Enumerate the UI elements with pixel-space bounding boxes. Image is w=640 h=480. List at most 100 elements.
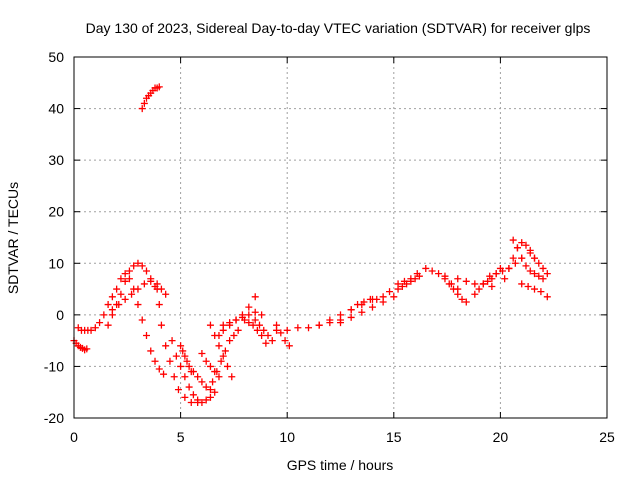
series-arc6 [153,285,202,407]
series-arc2 [74,293,116,334]
data-point [354,301,362,309]
data-point [142,331,150,339]
data-point [543,270,551,278]
data-point [262,339,270,347]
y-tick-label: 20 [48,204,64,220]
data-point [221,347,229,355]
data-point [147,347,155,355]
data-point [121,270,129,278]
data-point [108,306,116,314]
x-tick-label: 15 [386,429,402,445]
data-point [435,270,443,278]
series-arc25 [422,264,462,293]
series-arc32 [526,249,551,278]
data-point [390,293,398,301]
data-point [400,277,408,285]
data-point [522,262,530,270]
y-tick-label: 50 [48,49,64,65]
data-point [181,373,189,381]
data-point [91,324,99,332]
data-point [513,244,521,252]
data-point [140,99,148,107]
data-point [215,331,223,339]
series-arc5 [108,277,170,314]
data-point [531,270,539,278]
data-point [255,321,263,329]
series-arc4 [113,270,168,378]
data-point [294,324,302,332]
data-point [347,313,355,321]
data-point [543,293,551,301]
data-point [337,319,344,327]
y-tick-labels: -20 -10 0 10 20 30 40 50 [44,49,64,426]
data-point [535,259,543,267]
data-point [194,373,202,381]
data-point [125,275,133,283]
series-arc7 [138,83,163,113]
data-point [501,275,509,283]
data-point [202,396,210,404]
data-point [258,331,266,339]
data-point [140,280,148,288]
data-point [217,357,225,365]
data-point [454,275,462,283]
series-arc10 [189,368,219,396]
data-point [273,326,281,334]
data-point [134,259,142,267]
series-arc8 [168,337,214,407]
data-point [347,306,355,314]
x-tick-label: 5 [177,429,185,445]
data-point [511,259,519,267]
data-point [531,285,539,293]
data-point [104,321,112,329]
data-point [155,365,163,373]
series-arc31 [509,236,547,283]
data-point [226,319,234,327]
data-point [505,264,513,272]
series-arc1 [70,337,91,354]
y-axis-label: SDTVAR / TECUs [5,182,21,294]
data-point [138,262,146,270]
data-point [454,290,462,298]
data-point [194,396,202,404]
data-point [492,270,500,278]
data-point [234,326,242,334]
data-point [113,285,121,293]
data-point [458,295,466,303]
data-point [185,362,193,370]
data-point [360,298,368,306]
data-point [162,342,170,350]
data-point [117,290,125,298]
y-tick-label: 40 [48,101,64,117]
x-tick-label: 20 [493,429,509,445]
data-point [337,311,344,319]
data-point [108,293,116,301]
y-tick-label: 30 [48,152,64,168]
data-point [104,301,112,309]
data-point [315,321,323,329]
data-point [518,239,526,247]
data-point [151,357,159,365]
data-point [219,321,227,329]
data-point [241,316,249,324]
data-point [462,298,470,306]
series-arc15 [219,308,266,329]
data-point [168,337,176,345]
data-point [232,316,240,324]
data-point [128,290,136,298]
data-point [96,319,104,327]
data-point [245,303,253,311]
data-point [121,277,129,285]
data-point [462,277,470,285]
data-point [121,295,129,303]
data-point [251,293,259,301]
data-point [138,316,146,324]
data-point [170,373,178,381]
data-point [253,326,261,334]
data-points [70,83,551,407]
y-tick-label: -20 [44,410,64,426]
data-point [211,388,219,396]
data-point [83,345,91,353]
data-point [215,342,223,350]
data-point [198,378,206,386]
